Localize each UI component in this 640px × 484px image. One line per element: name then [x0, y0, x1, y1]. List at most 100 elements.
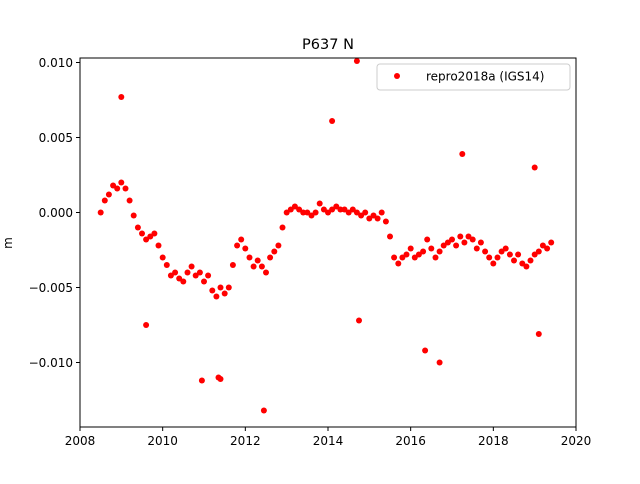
data-point [198, 377, 205, 384]
data-point [234, 242, 241, 249]
data-point [370, 212, 377, 219]
data-point [114, 185, 121, 192]
data-point [436, 248, 443, 255]
data-point [415, 251, 422, 258]
data-point [482, 248, 489, 255]
data-point [391, 254, 398, 261]
data-point [378, 209, 385, 216]
x-tick-label: 2014 [313, 434, 344, 448]
y-axis-ticks: −0.010 −0.005 0.000 0.005 0.010 [29, 56, 80, 370]
data-point [531, 251, 538, 258]
x-tick-label: 2018 [478, 434, 509, 448]
data-point [477, 239, 484, 246]
data-point [209, 287, 216, 294]
data-point [155, 242, 162, 249]
data-point [192, 272, 199, 279]
data-point [403, 251, 410, 258]
data-point [473, 245, 480, 252]
data-point [515, 251, 522, 258]
data-point [275, 242, 282, 249]
data-point [535, 331, 542, 337]
data-point [221, 290, 228, 297]
data-point [469, 236, 476, 243]
plot-frame [79, 57, 577, 428]
data-point [486, 254, 493, 261]
y-axis-label: m [1, 237, 15, 249]
data-point [172, 269, 179, 276]
data-point [395, 260, 402, 267]
data-point [122, 185, 129, 192]
y-tick-label: 0.005 [39, 131, 73, 145]
data-point [147, 233, 154, 240]
data-point [118, 94, 125, 100]
data-point [345, 209, 352, 216]
data-point [320, 206, 327, 213]
data-point [453, 242, 460, 249]
data-point [519, 260, 526, 267]
data-point [196, 269, 203, 276]
data-point [494, 254, 501, 261]
data-point [180, 278, 187, 285]
data-point [296, 206, 303, 213]
legend-marker-icon [394, 73, 400, 79]
data-point [308, 212, 315, 219]
data-point [151, 230, 158, 237]
data-point [229, 262, 236, 268]
data-point [506, 251, 513, 258]
data-point [143, 322, 150, 328]
data-point [213, 293, 220, 300]
data-point [176, 275, 183, 282]
x-tick-label: 2008 [65, 434, 96, 448]
data-point [159, 254, 166, 261]
y-tick-label: −0.005 [29, 281, 73, 295]
data-point [201, 278, 207, 285]
data-point [531, 164, 538, 171]
data-point [312, 209, 319, 216]
data-point [341, 206, 348, 213]
data-point [329, 118, 336, 124]
data-point [544, 245, 551, 252]
data-point [527, 257, 534, 264]
legend-label: repro2018a (IGS14) [426, 70, 544, 84]
data-point [130, 212, 137, 219]
legend-box [376, 63, 571, 91]
data-point [333, 203, 340, 210]
data-point [250, 263, 257, 270]
data-point [349, 206, 356, 213]
data-point [399, 254, 406, 261]
data-point [105, 191, 112, 198]
x-tick-label: 2016 [395, 434, 426, 448]
data-point [424, 236, 431, 243]
data-point [329, 206, 336, 213]
legend: repro2018a (IGS14) [376, 63, 571, 91]
data-point [188, 263, 195, 270]
data-point [539, 242, 546, 249]
data-point [440, 242, 447, 249]
data-point [358, 212, 365, 219]
data-point [300, 209, 307, 216]
y-tick-label: 0.000 [39, 206, 73, 220]
data-point [511, 257, 517, 264]
data-point [422, 347, 429, 354]
data-point [126, 197, 133, 204]
data-point [267, 254, 274, 261]
data-point [498, 248, 505, 255]
data-point [325, 209, 331, 216]
data-point [362, 209, 369, 216]
data-point [139, 230, 145, 237]
data-point [97, 209, 104, 216]
data-point [428, 245, 435, 252]
data-point [353, 209, 360, 216]
data-point [523, 263, 530, 270]
data-point [548, 239, 555, 246]
data-point [353, 58, 360, 64]
data-point [217, 284, 224, 291]
data-point [337, 206, 344, 213]
data-point [184, 269, 191, 276]
data-point [110, 182, 117, 189]
data-point [432, 254, 439, 261]
data-point [271, 248, 278, 255]
data-point [263, 269, 269, 276]
x-tick-label: 2012 [230, 434, 261, 448]
x-tick-label: 2020 [561, 434, 592, 448]
